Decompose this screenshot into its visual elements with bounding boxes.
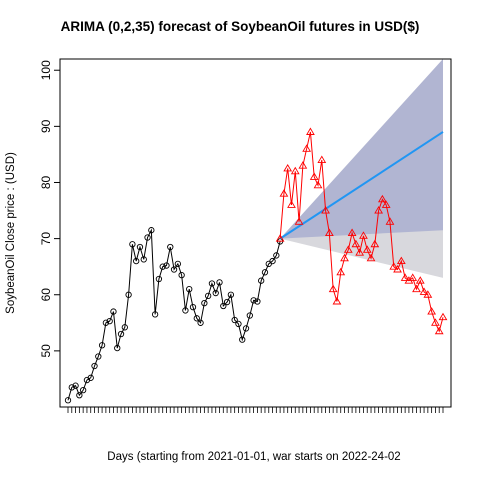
y-tick-label: 70 <box>39 232 53 246</box>
y-axis-label: SoybeanOil Close price : (USD) <box>5 152 17 314</box>
history-line <box>68 230 280 400</box>
y-tick-label: 80 <box>39 175 53 189</box>
y-tick-label: 90 <box>39 119 53 133</box>
y-tick-label: 50 <box>39 344 53 358</box>
y-tick-label: 100 <box>39 60 53 80</box>
plot-area <box>65 59 446 403</box>
plot-clip-group <box>65 59 446 403</box>
chart-title: ARIMA (0,2,35) forecast of SoybeanOil fu… <box>61 19 420 34</box>
y-tick-label: 60 <box>39 288 53 302</box>
x-axis-label: Days (starting from 2021-01-01, war star… <box>107 451 400 463</box>
